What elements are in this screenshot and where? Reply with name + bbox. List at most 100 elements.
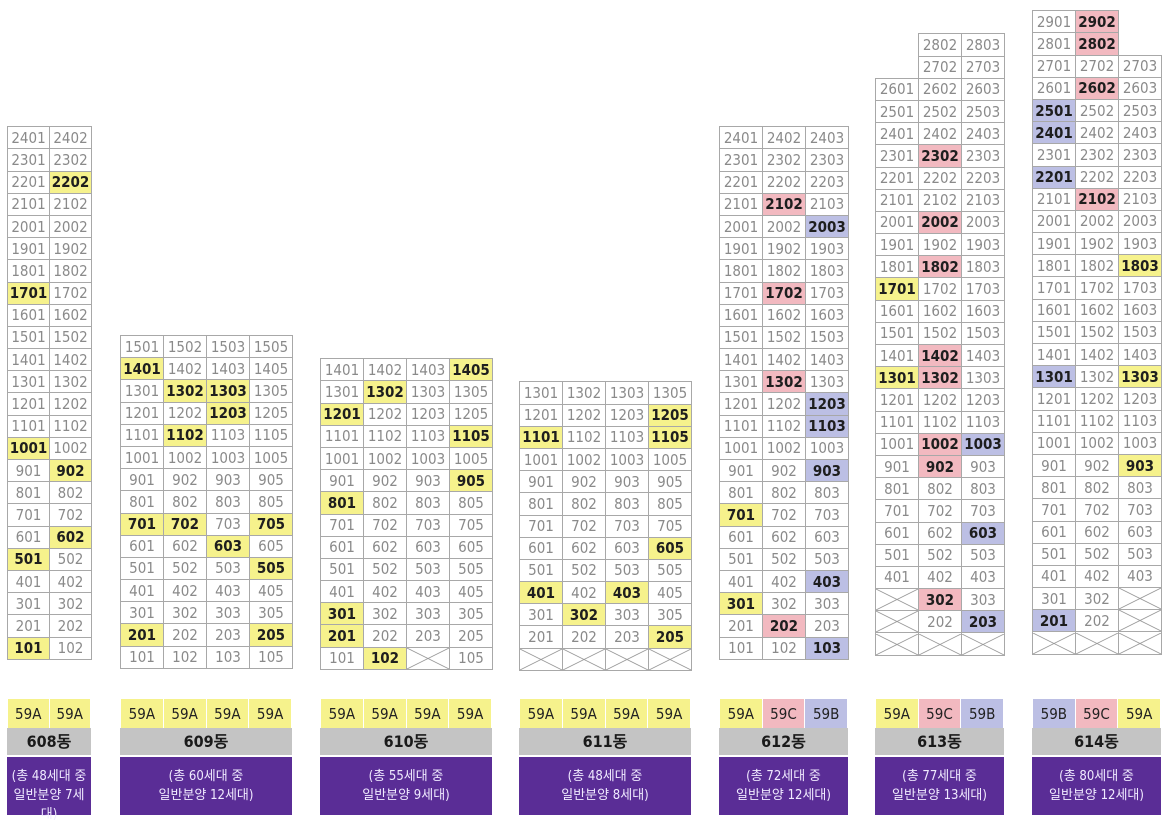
floor-row: 101 102 103 105 xyxy=(120,645,293,669)
floor-row: 2401 2402 2403 xyxy=(1032,121,1162,145)
unit-cell-highlighted: 203 xyxy=(961,610,1005,634)
unit-cell: 1703 xyxy=(805,281,849,305)
unit-cell: 1903 xyxy=(961,233,1005,257)
floor-row: 201 202 203 205 xyxy=(320,624,493,648)
floor-row: 101 102 xyxy=(7,636,92,660)
floor-row: 2501 2502 2503 xyxy=(875,99,1005,124)
floor-row: 101 102 103 xyxy=(719,636,849,660)
floor-row: 1901 1902 1903 xyxy=(1032,232,1162,256)
unit-cell: 1902 xyxy=(49,237,92,261)
unit-cell-highlighted: 2003 xyxy=(805,214,849,239)
floor-row: 1701 1702 1703 xyxy=(719,281,849,305)
unit-cell: 403 xyxy=(206,579,250,603)
unit-cell: 502 xyxy=(163,556,207,581)
unit-cell: 602 xyxy=(562,536,606,560)
floor-row: 1501 1502 1503 xyxy=(1032,320,1162,345)
unit-cell: 603 xyxy=(406,535,450,559)
unit-cell: 605 xyxy=(449,535,493,559)
floor-row: 501 502 503 505 xyxy=(519,558,692,583)
unit-cell: 1305 xyxy=(249,379,293,403)
floor-row: 1101 1102 1103 xyxy=(719,414,849,438)
unit-cell: 1002 xyxy=(163,445,207,470)
unit-cell-highlighted: 103 xyxy=(805,636,849,660)
unit-cell-highlighted: 2102 xyxy=(762,192,806,216)
unit-cell: 1001 xyxy=(519,447,563,472)
unit-cell-highlighted: 205 xyxy=(249,623,293,647)
unit-cell: 302 xyxy=(762,592,806,616)
unit-cell: 1001 xyxy=(320,446,364,471)
floor-row: 1001 1002 1003 1005 xyxy=(320,446,493,471)
building-name: 614동 xyxy=(1032,728,1161,755)
unit-cell: 1003 xyxy=(406,446,450,471)
unit-cell: 1901 xyxy=(719,237,763,261)
unit-cell-highlighted: 1003 xyxy=(961,432,1005,456)
unit-cell: 1503 xyxy=(805,325,849,350)
unit-type-row: 59A 59A 59A 59A xyxy=(519,698,691,729)
floor-row: 601 602 603 605 xyxy=(320,535,493,559)
unit-type-label: 59A xyxy=(1117,698,1161,729)
unit-cell: 1102 xyxy=(49,414,92,438)
unit-cell: 1502 xyxy=(762,325,806,350)
unit-cell: 203 xyxy=(805,614,849,638)
unit-cell: 105 xyxy=(249,645,293,669)
unit-cell: 2301 xyxy=(719,148,763,172)
unit-cell: 2101 xyxy=(7,192,50,216)
floor-row: 1301 1302 1303 1305 xyxy=(120,379,293,403)
unit-cell: 2002 xyxy=(1075,209,1119,234)
unit-type-row: 59A 59A xyxy=(7,698,91,729)
unit-cell-highlighted: 1103 xyxy=(805,414,849,438)
unit-cell: 903 xyxy=(206,468,250,492)
unit-cell: 101 xyxy=(320,646,364,670)
unit-cell: 1103 xyxy=(206,423,250,447)
unit-cell: 1702 xyxy=(918,277,962,301)
unit-cell: 305 xyxy=(648,603,692,627)
floor-row: 2001 2002 2003 xyxy=(875,210,1005,235)
unit-cell: 502 xyxy=(918,543,962,567)
unit-cell-highlighted: 603 xyxy=(961,521,1005,545)
unit-cell-highlighted: 1401 xyxy=(120,357,164,381)
floor-row: 1301 1302 1303 1305 xyxy=(320,380,493,404)
unit-cell-highlighted: 1803 xyxy=(1118,254,1162,278)
unit-cell: 1902 xyxy=(1075,232,1119,256)
unit-cell: 703 xyxy=(206,512,250,536)
unit-cell: 802 xyxy=(762,481,806,505)
unit-cell: 601 xyxy=(875,521,919,545)
floor-row: 2401 2402 2403 xyxy=(875,122,1005,146)
unit-cell: 302 xyxy=(49,592,92,616)
unit-cell: 802 xyxy=(562,492,606,516)
floor-row: 1501 1502 1503 xyxy=(719,325,849,350)
unit-cell: 302 xyxy=(163,601,207,625)
floor-row: 2101 2102 2103 xyxy=(719,192,849,216)
unit-cell: 403 xyxy=(961,565,1005,590)
floor-row: 2001 2002 xyxy=(7,214,92,239)
no-unit-cross xyxy=(605,647,649,671)
unit-cell: 601 xyxy=(719,525,763,549)
unit-cell-highlighted: 1405 xyxy=(449,358,493,382)
floor-row: 2101 2102 2103 xyxy=(1032,187,1162,211)
unit-cell: 703 xyxy=(805,503,849,527)
floor-row: 1801 1802 1803 xyxy=(719,259,849,283)
unit-cell: 402 xyxy=(562,581,606,605)
unit-cell: 301 xyxy=(519,603,563,627)
unit-cell: 2401 xyxy=(875,122,919,146)
floor-row: 1001 1002 xyxy=(7,436,92,461)
unit-cell: 203 xyxy=(206,623,250,647)
unit-cell-highlighted: 201 xyxy=(120,623,164,647)
floor-row: 1101 1102 1103 1105 xyxy=(519,425,692,449)
unit-cell: 1601 xyxy=(7,303,50,327)
unit-cell: 1703 xyxy=(1118,276,1162,300)
no-unit-cross xyxy=(875,610,919,634)
unit-cell: 1103 xyxy=(406,424,450,448)
unit-cell: 1403 xyxy=(1118,342,1162,367)
unit-cell-highlighted: 1102 xyxy=(163,423,207,447)
floor-row: 1401 1402 1403 xyxy=(875,344,1005,368)
unit-cell: 1501 xyxy=(719,325,763,350)
unit-cell: 703 xyxy=(605,514,649,538)
unit-cell: 2402 xyxy=(1075,121,1119,145)
floor-row: 901 902 xyxy=(7,458,92,483)
unit-cell: 803 xyxy=(206,490,250,514)
no-unit-cross xyxy=(1118,631,1162,655)
no-unit-cross xyxy=(648,647,692,671)
building-summary: (총 60세대 중 일반분양 12세대) xyxy=(120,757,292,815)
unit-cell: 2703 xyxy=(1118,54,1162,78)
